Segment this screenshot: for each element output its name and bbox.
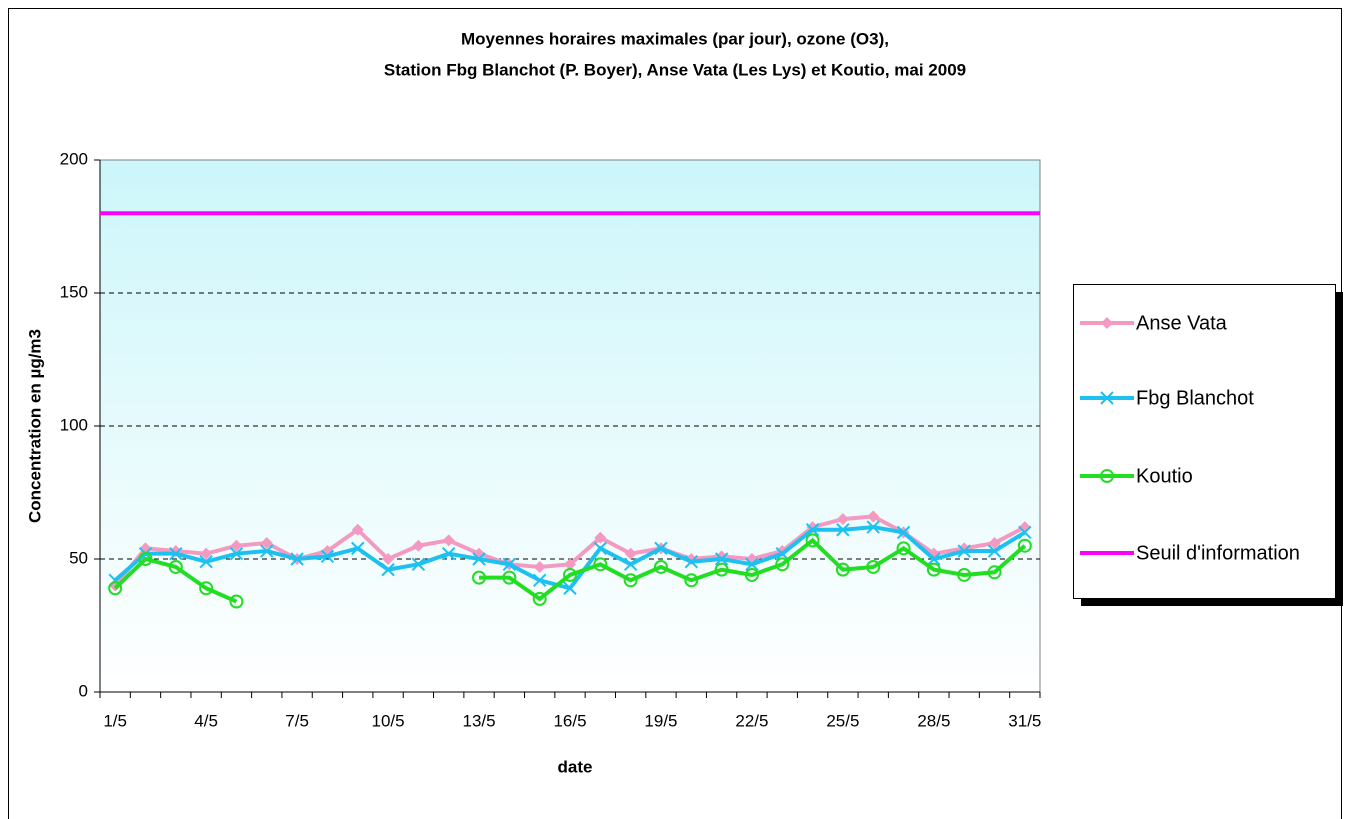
marker bbox=[472, 552, 486, 566]
marker bbox=[229, 594, 244, 609]
marker bbox=[988, 537, 1001, 550]
marker bbox=[896, 525, 911, 540]
marker bbox=[836, 523, 850, 537]
y-tick-label: 50 bbox=[69, 548, 88, 567]
marker bbox=[169, 546, 183, 561]
x-tick-label: 16/5 bbox=[553, 711, 586, 730]
marker bbox=[199, 554, 213, 569]
marker bbox=[229, 546, 244, 561]
marker bbox=[320, 549, 335, 564]
marker bbox=[472, 570, 487, 585]
marker bbox=[199, 581, 214, 596]
marker bbox=[957, 567, 972, 582]
marker bbox=[533, 560, 546, 573]
marker bbox=[382, 553, 395, 565]
y-tick-label: 100 bbox=[60, 415, 88, 434]
marker bbox=[653, 559, 668, 574]
marker bbox=[168, 559, 183, 574]
marker bbox=[805, 523, 820, 537]
marker bbox=[744, 567, 759, 582]
marker bbox=[351, 523, 364, 536]
marker bbox=[926, 562, 941, 577]
x-tick-label: 4/5 bbox=[194, 711, 218, 730]
series-line bbox=[113, 537, 1027, 604]
marker bbox=[896, 541, 911, 556]
x-tick-label: 1/5 bbox=[103, 711, 127, 730]
marker bbox=[805, 533, 820, 548]
y-tick-label: 150 bbox=[60, 282, 88, 301]
marker bbox=[866, 520, 880, 534]
marker bbox=[714, 562, 729, 577]
marker bbox=[593, 541, 608, 556]
marker bbox=[866, 559, 881, 574]
marker bbox=[442, 534, 455, 547]
marker bbox=[381, 562, 395, 577]
marker bbox=[684, 554, 698, 569]
marker bbox=[593, 557, 608, 572]
marker bbox=[564, 558, 576, 571]
marker bbox=[442, 546, 456, 561]
marker bbox=[684, 573, 699, 588]
marker bbox=[200, 547, 213, 560]
legend-label: Anse Vata bbox=[1136, 312, 1228, 334]
y-tick-label: 0 bbox=[79, 681, 88, 700]
marker bbox=[623, 573, 638, 588]
x-tick-label: 7/5 bbox=[285, 711, 309, 730]
marker bbox=[1017, 538, 1032, 553]
marker bbox=[987, 544, 1002, 558]
marker bbox=[411, 557, 426, 572]
marker bbox=[1100, 391, 1114, 405]
marker bbox=[714, 552, 729, 566]
legend-label: Koutio bbox=[1136, 465, 1193, 487]
marker bbox=[532, 573, 547, 587]
y-axis-label: Concentration en µg/m3 bbox=[25, 329, 44, 523]
x-tick-label: 13/5 bbox=[462, 711, 495, 730]
marker bbox=[351, 541, 365, 556]
marker bbox=[502, 557, 517, 572]
x-tick-label: 10/5 bbox=[372, 711, 405, 730]
marker bbox=[836, 513, 849, 526]
x-tick-label: 31/5 bbox=[1008, 711, 1041, 730]
x-axis-label: date bbox=[558, 757, 593, 776]
x-tick-label: 22/5 bbox=[735, 711, 768, 730]
marker bbox=[260, 537, 273, 550]
marker bbox=[108, 581, 123, 596]
marker bbox=[654, 541, 668, 556]
marker bbox=[835, 562, 850, 577]
marker bbox=[594, 531, 607, 544]
x-tick-label: 19/5 bbox=[644, 711, 677, 730]
marker bbox=[260, 544, 274, 558]
marker bbox=[138, 552, 153, 566]
marker bbox=[623, 557, 638, 572]
marker bbox=[1100, 469, 1114, 483]
marker bbox=[775, 557, 790, 572]
marker bbox=[624, 547, 637, 560]
chart-title: Moyennes horaires maximales (par jour), … bbox=[461, 29, 889, 48]
marker bbox=[745, 557, 759, 572]
marker bbox=[867, 510, 880, 523]
legend-label: Fbg Blanchot bbox=[1136, 387, 1254, 409]
legend bbox=[1073, 284, 1336, 599]
marker bbox=[1018, 525, 1032, 540]
marker bbox=[502, 570, 517, 585]
x-tick-label: 25/5 bbox=[826, 711, 859, 730]
marker bbox=[290, 552, 304, 566]
y-tick-label: 200 bbox=[60, 149, 88, 168]
marker bbox=[412, 539, 425, 552]
legend-label: Seuil d'information bbox=[1136, 542, 1300, 564]
marker bbox=[563, 567, 577, 582]
chart-title: Station Fbg Blanchot (P. Boyer), Anse Va… bbox=[384, 60, 966, 79]
marker bbox=[987, 565, 1002, 580]
marker bbox=[1101, 317, 1113, 329]
marker bbox=[230, 539, 243, 552]
marker bbox=[927, 552, 941, 566]
x-tick-label: 28/5 bbox=[917, 711, 950, 730]
marker bbox=[563, 581, 577, 595]
marker bbox=[957, 544, 971, 558]
marker bbox=[775, 546, 789, 561]
marker bbox=[532, 591, 547, 606]
